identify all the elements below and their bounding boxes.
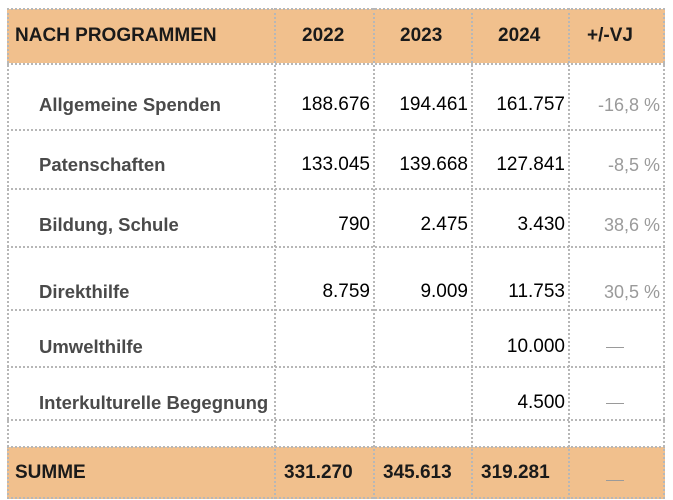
grid-line: [7, 309, 665, 311]
row-label: Patenschaften: [39, 154, 166, 175]
grid-line: [663, 8, 665, 499]
header-program: NACH PROGRAMMEN: [15, 25, 217, 46]
row-label: Allgemeine Spenden: [39, 94, 221, 115]
footer-label: SUMME: [15, 462, 86, 483]
grid-line: [7, 188, 665, 190]
grid-line: [471, 8, 473, 499]
grid-line: [7, 63, 665, 65]
grid-line: [7, 366, 665, 368]
grid-line: [7, 8, 665, 10]
cell-2024: 3.430: [517, 214, 565, 235]
cell-change-dash: [606, 403, 624, 404]
cell-2023: 9.009: [420, 281, 468, 302]
cell-2024: 127.841: [496, 154, 565, 175]
grid-line: [7, 129, 665, 131]
cell-2024: 10.000: [506, 336, 565, 357]
grid-line: [7, 8, 9, 499]
cell-2022: 790: [338, 214, 370, 235]
footer-2022: 331.270: [284, 462, 353, 483]
cell-2022: 8.759: [322, 281, 370, 302]
footer-change-dash: [606, 480, 624, 481]
row-label: Umwelthilfe: [39, 336, 143, 357]
grid-line: [7, 497, 665, 499]
cell-2024: 11.753: [508, 281, 565, 302]
cell-2024: 161.757: [496, 94, 565, 115]
cell-2023: 139.668: [399, 154, 468, 175]
footer-band: [7, 447, 665, 499]
grid-line: [274, 8, 276, 499]
cell-change: 38,6 %: [603, 215, 660, 235]
grid-line: [7, 419, 665, 421]
cell-change: -8,5 %: [607, 155, 660, 175]
cell-2022: 188.676: [301, 94, 370, 115]
header-band: [7, 9, 665, 63]
header-2024: 2024: [498, 25, 541, 46]
row-label: Bildung, Schule: [39, 214, 179, 235]
cell-2023: 2.475: [420, 214, 468, 235]
cell-change-dash: [606, 347, 624, 348]
footer-2024: 319.281: [481, 462, 550, 483]
grid-line: [568, 8, 570, 499]
cell-2022: 133.045: [301, 154, 370, 175]
row-label: Interkulturelle Begegnung: [39, 392, 269, 413]
row-label: Direkthilfe: [39, 281, 130, 302]
header-change: +/-VJ: [587, 25, 633, 46]
header-2022: 2022: [302, 25, 345, 46]
cell-change: 30,5 %: [603, 282, 660, 302]
grid-line: [7, 246, 665, 248]
cell-2023: 194.461: [399, 94, 468, 115]
grid-line: [7, 446, 665, 448]
grid-line: [373, 8, 375, 499]
cell-change: -16,8 %: [597, 95, 660, 115]
footer-2023: 345.613: [383, 462, 452, 483]
cell-2024: 4.500: [517, 392, 565, 413]
header-2023: 2023: [400, 25, 443, 46]
